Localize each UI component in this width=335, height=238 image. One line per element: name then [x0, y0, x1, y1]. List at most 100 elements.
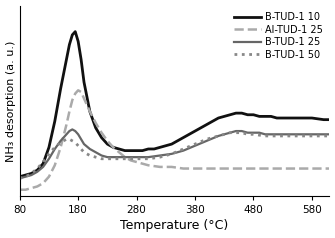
Al-TUD-1 25 — [263, 167, 267, 170]
B-TUD-1 50 — [88, 154, 92, 157]
B-TUD-1 10 — [199, 126, 203, 129]
Al-TUD-1 25 — [82, 97, 86, 100]
B-TUD-1 25 — [257, 131, 261, 134]
B-TUD-1 50 — [146, 157, 150, 160]
Al-TUD-1 25 — [99, 131, 104, 134]
B-TUD-1 25 — [298, 133, 302, 136]
B-TUD-1 25 — [41, 165, 45, 168]
Al-TUD-1 25 — [70, 99, 74, 102]
Line: B-TUD-1 25: B-TUD-1 25 — [20, 129, 329, 178]
Al-TUD-1 25 — [170, 165, 174, 168]
B-TUD-1 50 — [129, 157, 133, 160]
B-TUD-1 25 — [228, 131, 232, 134]
Al-TUD-1 25 — [18, 188, 22, 191]
B-TUD-1 50 — [327, 134, 331, 137]
B-TUD-1 50 — [18, 177, 22, 180]
B-TUD-1 50 — [117, 157, 121, 160]
Al-TUD-1 25 — [88, 110, 92, 113]
Legend: B-TUD-1 10, Al-TUD-1 25, B-TUD-1 25, B-TUD-1 50: B-TUD-1 10, Al-TUD-1 25, B-TUD-1 25, B-T… — [232, 10, 325, 62]
B-TUD-1 50 — [181, 148, 185, 150]
Al-TUD-1 25 — [123, 156, 127, 159]
B-TUD-1 50 — [123, 157, 127, 160]
B-TUD-1 25 — [158, 154, 162, 157]
Al-TUD-1 25 — [94, 121, 98, 124]
Al-TUD-1 25 — [322, 167, 326, 170]
B-TUD-1 25 — [23, 175, 27, 178]
Al-TUD-1 25 — [76, 89, 80, 92]
B-TUD-1 25 — [240, 130, 244, 133]
B-TUD-1 50 — [286, 134, 290, 137]
B-TUD-1 25 — [76, 133, 80, 136]
Line: Al-TUD-1 25: Al-TUD-1 25 — [20, 90, 329, 190]
Al-TUD-1 25 — [327, 167, 331, 170]
B-TUD-1 50 — [53, 146, 57, 149]
B-TUD-1 50 — [62, 139, 66, 142]
Al-TUD-1 25 — [53, 164, 57, 167]
B-TUD-1 25 — [310, 133, 314, 136]
Y-axis label: NH₃ desorption (a. u.): NH₃ desorption (a. u.) — [6, 40, 15, 162]
B-TUD-1 25 — [79, 138, 83, 141]
Al-TUD-1 25 — [41, 182, 45, 185]
Al-TUD-1 25 — [140, 162, 144, 165]
Al-TUD-1 25 — [29, 187, 34, 189]
B-TUD-1 25 — [263, 133, 267, 136]
B-TUD-1 50 — [67, 138, 71, 141]
Al-TUD-1 25 — [106, 139, 110, 142]
B-TUD-1 50 — [59, 141, 63, 144]
B-TUD-1 10 — [73, 30, 77, 33]
B-TUD-1 25 — [111, 156, 115, 159]
B-TUD-1 25 — [94, 151, 98, 154]
Al-TUD-1 25 — [64, 123, 68, 126]
Al-TUD-1 25 — [23, 188, 27, 191]
Al-TUD-1 25 — [67, 110, 71, 113]
Al-TUD-1 25 — [111, 146, 115, 149]
B-TUD-1 25 — [275, 133, 279, 136]
Al-TUD-1 25 — [275, 167, 279, 170]
B-TUD-1 50 — [246, 133, 250, 136]
B-TUD-1 25 — [88, 148, 92, 150]
B-TUD-1 50 — [193, 143, 197, 145]
B-TUD-1 10 — [181, 136, 185, 139]
B-TUD-1 50 — [205, 138, 209, 141]
Al-TUD-1 25 — [205, 167, 209, 170]
B-TUD-1 10 — [88, 110, 92, 113]
B-TUD-1 25 — [286, 133, 290, 136]
B-TUD-1 25 — [53, 148, 57, 150]
Al-TUD-1 25 — [47, 175, 51, 178]
B-TUD-1 50 — [298, 134, 302, 137]
Al-TUD-1 25 — [135, 161, 139, 164]
B-TUD-1 25 — [322, 133, 326, 136]
B-TUD-1 25 — [106, 156, 110, 159]
B-TUD-1 50 — [41, 161, 45, 164]
B-TUD-1 50 — [35, 167, 39, 170]
Al-TUD-1 25 — [129, 159, 133, 162]
B-TUD-1 25 — [29, 174, 34, 177]
B-TUD-1 50 — [234, 131, 238, 134]
B-TUD-1 25 — [59, 139, 63, 142]
Al-TUD-1 25 — [73, 92, 77, 95]
B-TUD-1 25 — [123, 156, 127, 159]
B-TUD-1 25 — [146, 156, 150, 159]
B-TUD-1 25 — [47, 157, 51, 160]
B-TUD-1 50 — [106, 157, 110, 160]
Al-TUD-1 25 — [252, 167, 256, 170]
B-TUD-1 25 — [216, 134, 220, 137]
B-TUD-1 25 — [70, 128, 74, 131]
Al-TUD-1 25 — [117, 151, 121, 154]
B-TUD-1 50 — [94, 156, 98, 159]
B-TUD-1 50 — [252, 133, 256, 136]
Al-TUD-1 25 — [228, 167, 232, 170]
B-TUD-1 50 — [158, 156, 162, 159]
B-TUD-1 25 — [234, 130, 238, 133]
B-TUD-1 25 — [73, 130, 77, 133]
B-TUD-1 50 — [310, 134, 314, 137]
B-TUD-1 25 — [193, 144, 197, 147]
Al-TUD-1 25 — [216, 167, 220, 170]
B-TUD-1 10 — [327, 118, 331, 121]
B-TUD-1 50 — [23, 175, 27, 178]
B-TUD-1 25 — [64, 133, 68, 136]
Al-TUD-1 25 — [59, 146, 63, 149]
B-TUD-1 25 — [327, 133, 331, 136]
B-TUD-1 50 — [76, 144, 80, 147]
B-TUD-1 50 — [322, 134, 326, 137]
